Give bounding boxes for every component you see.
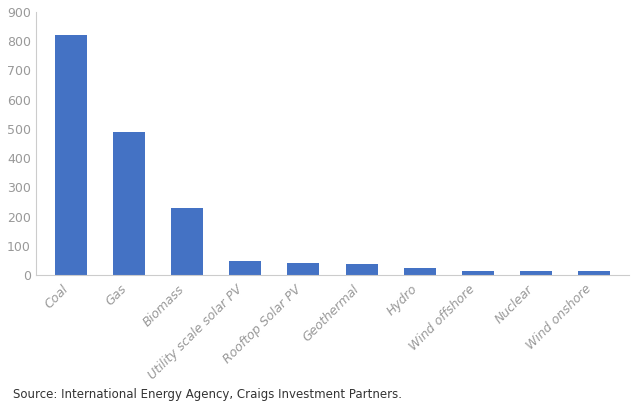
Bar xyxy=(55,35,86,275)
Bar xyxy=(462,271,494,275)
Bar xyxy=(171,208,203,275)
Bar xyxy=(404,268,436,275)
Bar xyxy=(520,271,552,275)
Text: Source: International Energy Agency, Craigs Investment Partners.: Source: International Energy Agency, Cra… xyxy=(13,388,402,401)
Bar xyxy=(113,132,145,275)
Bar xyxy=(345,264,378,275)
Bar xyxy=(229,261,261,275)
Bar xyxy=(287,263,319,275)
Bar xyxy=(578,271,610,275)
